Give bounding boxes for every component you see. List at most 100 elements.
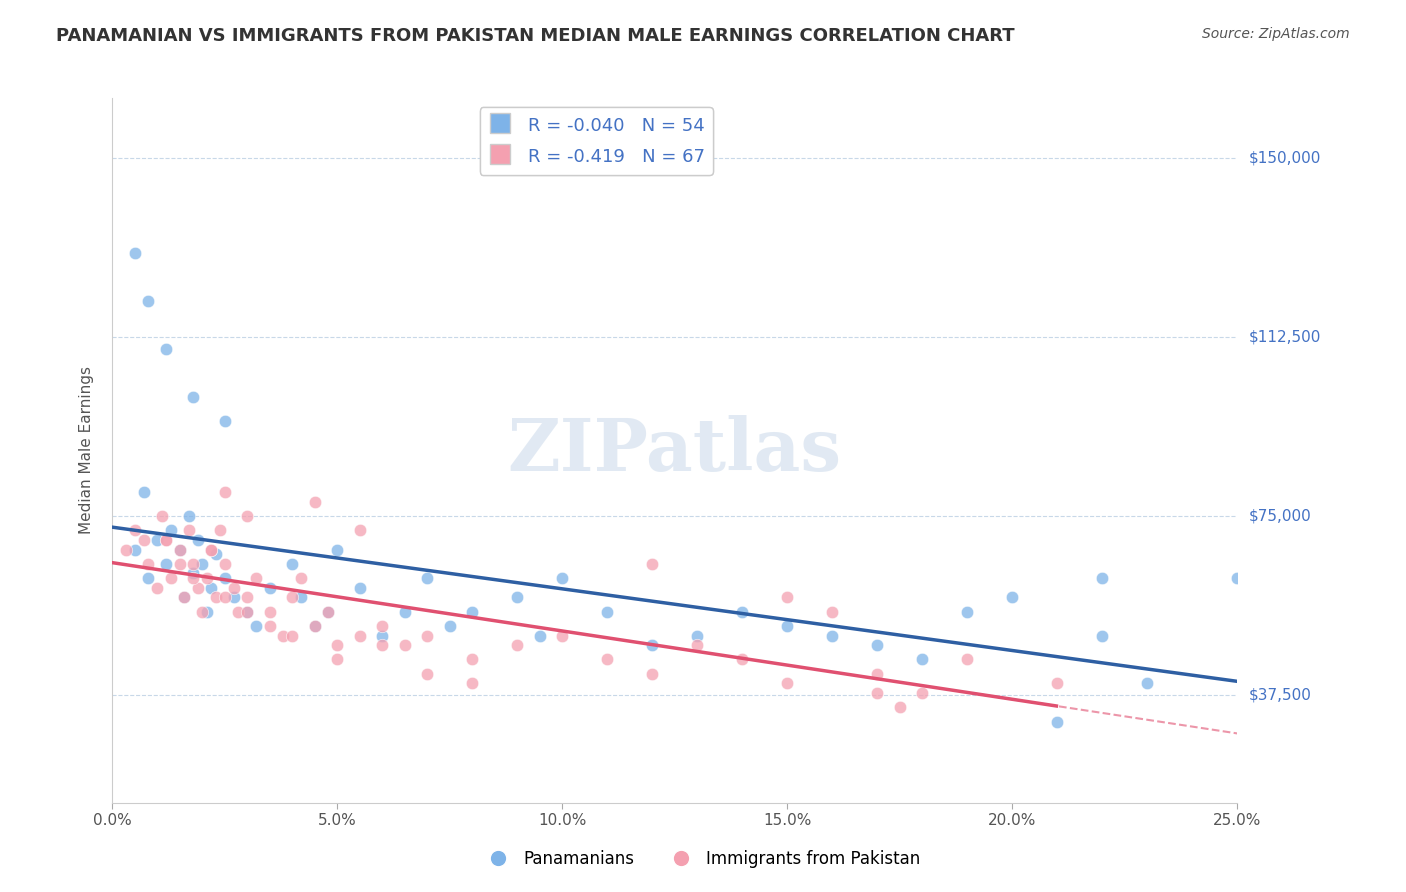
Point [349, 524, 371, 538]
Point [245, 619, 267, 633]
Point [1136, 676, 1159, 690]
Point [776, 591, 799, 605]
Point [124, 246, 146, 260]
Point [956, 652, 979, 666]
Point [245, 571, 267, 585]
Point [236, 605, 259, 619]
Point [686, 638, 709, 652]
Text: ZIPatlas: ZIPatlas [508, 415, 842, 486]
Point [200, 581, 222, 595]
Point [205, 547, 228, 561]
Legend: R = -0.040   N = 54, R = -0.419   N = 67: R = -0.040 N = 54, R = -0.419 N = 67 [479, 107, 713, 175]
Point [956, 605, 979, 619]
Point [371, 629, 394, 643]
Point [222, 581, 245, 595]
Point [138, 557, 160, 571]
Point [866, 686, 889, 700]
Point [214, 485, 236, 500]
Point [1046, 714, 1069, 729]
Point [304, 619, 326, 633]
Point [439, 619, 461, 633]
Point [551, 629, 574, 643]
Point [889, 700, 911, 714]
Point [349, 629, 371, 643]
Point [304, 495, 326, 509]
Point [183, 557, 205, 571]
Point [776, 676, 799, 690]
Point [187, 533, 209, 547]
Text: $75,000: $75,000 [1249, 508, 1312, 524]
Point [259, 605, 281, 619]
Point [731, 605, 754, 619]
Point [169, 542, 191, 557]
Point [155, 557, 177, 571]
Point [641, 638, 664, 652]
Point [461, 652, 484, 666]
Point [191, 605, 214, 619]
Point [183, 571, 205, 585]
Text: $37,500: $37,500 [1249, 688, 1312, 703]
Point [529, 629, 551, 643]
Point [236, 591, 259, 605]
Point [461, 676, 484, 690]
Legend: Panamanians, Immigrants from Pakistan: Panamanians, Immigrants from Pakistan [478, 844, 928, 875]
Point [169, 557, 191, 571]
Point [138, 571, 160, 585]
Point [222, 591, 245, 605]
Point [259, 581, 281, 595]
Point [273, 629, 295, 643]
Point [155, 342, 177, 356]
Point [821, 629, 844, 643]
Point [394, 638, 416, 652]
Point [138, 294, 160, 309]
Point [1091, 629, 1114, 643]
Point [596, 605, 619, 619]
Point [115, 542, 138, 557]
Point [1046, 676, 1069, 690]
Point [596, 652, 619, 666]
Point [641, 557, 664, 571]
Point [236, 509, 259, 524]
Point [169, 542, 191, 557]
Point [281, 557, 304, 571]
Point [371, 619, 394, 633]
Point [132, 485, 155, 500]
Point [146, 581, 169, 595]
Point [911, 652, 934, 666]
Point [214, 571, 236, 585]
Point [416, 629, 439, 643]
Point [177, 509, 200, 524]
Point [290, 591, 312, 605]
Y-axis label: Median Male Earnings: Median Male Earnings [79, 367, 94, 534]
Point [259, 619, 281, 633]
Point [326, 638, 349, 652]
Point [160, 571, 183, 585]
Point [173, 591, 195, 605]
Point [821, 605, 844, 619]
Point [551, 571, 574, 585]
Point [290, 571, 312, 585]
Point [236, 605, 259, 619]
Point [205, 591, 228, 605]
Point [416, 571, 439, 585]
Point [304, 619, 326, 633]
Point [214, 557, 236, 571]
Point [124, 524, 146, 538]
Point [866, 638, 889, 652]
Point [132, 533, 155, 547]
Point [326, 652, 349, 666]
Point [461, 605, 484, 619]
Point [150, 509, 173, 524]
Point [731, 652, 754, 666]
Point [155, 533, 177, 547]
Point [214, 414, 236, 428]
Point [183, 566, 205, 581]
Point [173, 591, 195, 605]
Point [1226, 571, 1249, 585]
Point [183, 390, 205, 404]
Point [911, 686, 934, 700]
Point [641, 666, 664, 681]
Point [124, 542, 146, 557]
Point [326, 542, 349, 557]
Point [371, 638, 394, 652]
